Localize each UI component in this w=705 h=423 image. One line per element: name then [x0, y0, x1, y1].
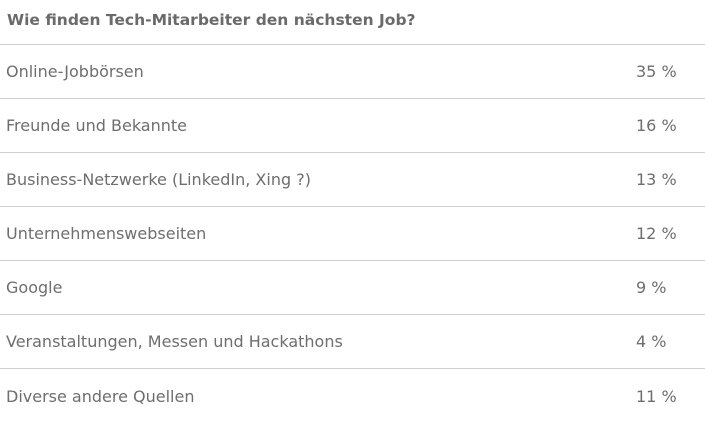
table-row: Business-Netzwerke (LinkedIn, Xing ?) 13… [0, 153, 705, 207]
row-label: Freunde und Bekannte [6, 116, 188, 135]
table-row: Diverse andere Quellen 11 % [0, 369, 705, 423]
table-row: Online-Jobbörsen 35 % [0, 45, 705, 99]
row-value: 9 % [636, 278, 667, 297]
row-label: Google [6, 278, 63, 297]
row-label: Online-Jobbörsen [6, 62, 144, 81]
table-row: Unternehmenswebseiten 12 % [0, 207, 705, 261]
table-row: Veranstaltungen, Messen und Hackathons 4… [0, 315, 705, 369]
row-label: Business-Netzwerke (LinkedIn, Xing ?) [6, 170, 311, 189]
row-label: Unternehmenswebseiten [6, 224, 207, 243]
table-title: Wie finden Tech-Mitarbeiter den nächsten… [0, 0, 705, 45]
row-value: 13 % [636, 170, 677, 189]
row-value: 16 % [636, 116, 677, 135]
row-label: Diverse andere Quellen [6, 386, 195, 406]
table-row: Freunde und Bekannte 16 % [0, 99, 705, 153]
row-label: Veranstaltungen, Messen und Hackathons [6, 332, 343, 351]
row-value: 12 % [636, 224, 677, 243]
row-value: 11 % [636, 386, 677, 406]
table-row: Google 9 % [0, 261, 705, 315]
row-value: 4 % [636, 332, 667, 351]
row-value: 35 % [636, 62, 677, 81]
